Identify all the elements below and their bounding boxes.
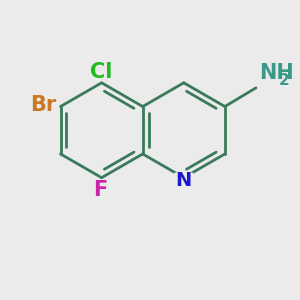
FancyBboxPatch shape xyxy=(174,172,193,190)
FancyBboxPatch shape xyxy=(89,64,115,81)
Text: Cl: Cl xyxy=(90,62,113,82)
FancyBboxPatch shape xyxy=(30,96,57,113)
Text: Br: Br xyxy=(30,94,56,115)
Text: 2: 2 xyxy=(279,73,290,88)
Text: F: F xyxy=(93,179,107,200)
Text: N: N xyxy=(176,172,192,190)
Text: NH: NH xyxy=(259,63,294,82)
FancyBboxPatch shape xyxy=(92,181,109,198)
